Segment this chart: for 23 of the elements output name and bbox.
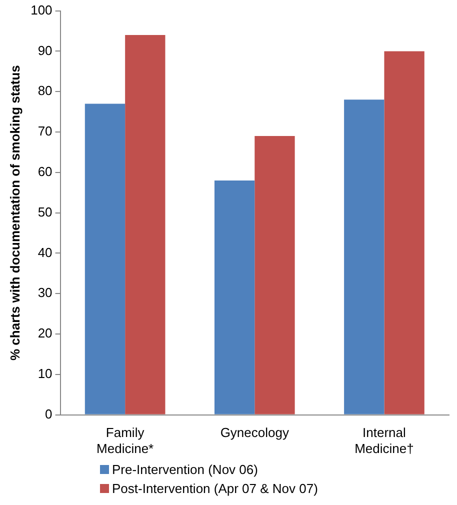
y-tick-label: 90	[38, 42, 52, 58]
x-tick-label: Gynecology	[220, 425, 290, 440]
y-tick-label: 60	[38, 164, 52, 179]
y-tick-label: 0	[45, 406, 52, 422]
bar	[84, 104, 126, 414]
y-axis-title: % charts with documentation of smoking status	[7, 65, 22, 361]
bar	[214, 180, 255, 414]
y-tick-label: 100	[30, 2, 52, 18]
y-tick-label: 20	[38, 326, 52, 341]
y-tick-label: 50	[38, 204, 52, 220]
bar	[254, 136, 295, 414]
x-tick-label: Family Medicine*	[96, 425, 154, 456]
y-tick-label: 30	[38, 285, 52, 300]
bar	[384, 51, 424, 414]
x-tick-label: Internal Medicine†	[354, 425, 414, 456]
y-tick-label: 10	[38, 366, 52, 381]
y-tick-label: 70	[38, 124, 52, 139]
y-tick-label: 40	[38, 244, 52, 260]
y-tick-label: 80	[38, 83, 52, 98]
bar	[344, 100, 384, 414]
legend-label: Post-Intervention (Apr 07 & Nov 07)	[112, 481, 318, 496]
bar	[125, 35, 166, 414]
legend-label: Pre-Intervention (Nov 06)	[112, 462, 258, 477]
